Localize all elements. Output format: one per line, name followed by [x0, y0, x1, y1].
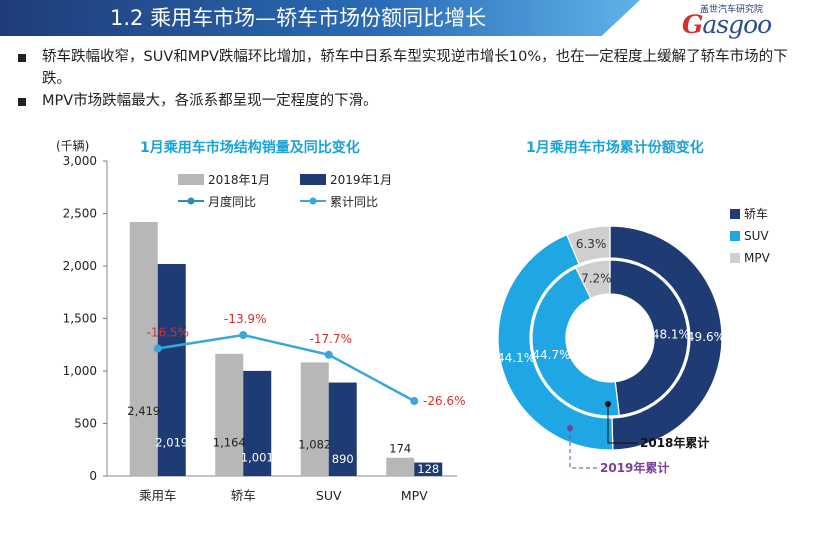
- yoy-point: [324, 350, 333, 359]
- logo-wordmark: Gasgoo: [682, 10, 772, 39]
- bullet-item: MPV市场跌幅最大，各派系都呈现一定程度的下滑。: [16, 90, 816, 112]
- y-tick-label: 500: [74, 417, 97, 431]
- inner-ring-slice: [609, 259, 689, 417]
- header: 1.2 乘用车市场—轿车市场份额同比增长 盖世汽车研究院 Gasgoo: [0, 0, 820, 40]
- legend-marker-cumulative: [309, 197, 317, 205]
- legend-label-2019: 2019年1月: [330, 173, 392, 187]
- y-tick-label: 2,500: [63, 207, 97, 221]
- bar-2019: [414, 462, 443, 476]
- bullet-square-icon: [18, 54, 26, 62]
- x-tick-label: 乘用车: [139, 488, 177, 503]
- page-title: 1.2 乘用车市场—轿车市场份额同比增长: [110, 6, 487, 30]
- bar-2019: [328, 382, 357, 476]
- outer-ring-slice: [497, 233, 614, 451]
- y-tick-label: 0: [89, 469, 97, 483]
- donut-chart-title: 1月乘用车市场累计份额变化: [526, 140, 704, 156]
- bar-2018-value-label: 174: [389, 442, 411, 456]
- legend-swatch-2018: [178, 174, 204, 185]
- bar-2018: [129, 222, 158, 476]
- ring-leader-2019: [569, 428, 598, 469]
- donut-pct-label: 7.2%: [581, 272, 612, 286]
- legend-label-2018: 2018年1月: [208, 173, 270, 187]
- donut-legend-swatch: [730, 231, 740, 241]
- yoy-point: [410, 397, 419, 406]
- outer-ring-slice: [609, 225, 723, 451]
- bar-2019-value-label: 2,019: [155, 435, 188, 449]
- yoy-pct-label: -17.7%: [310, 332, 352, 346]
- y-axis-unit-label: (千辆): [56, 139, 89, 153]
- donut-legend-swatch: [730, 209, 740, 219]
- outer-ring-slice: [566, 225, 611, 265]
- y-tick-label: 1,000: [63, 364, 97, 378]
- bar-chart: (千辆) 0 500 1,000 1,500 2,000 2,500 3,000 2,419 2,…: [56, 139, 465, 503]
- donut-chart: 48.1% 44.7% 7.2% 49.6% 44.1% 6.3% 2018年累计 2019年…: [497, 206, 771, 475]
- bar-2018-value-label: 1,082: [298, 438, 331, 452]
- donut-pct-label: 6.3%: [576, 237, 607, 251]
- y-tick-label: 1,500: [63, 312, 97, 326]
- gasgoo-logo: 盖世汽车研究院 Gasgoo: [670, 2, 815, 39]
- bar-2018-value-label: 1,164: [213, 436, 246, 450]
- inner-ring-slice: [531, 267, 620, 417]
- yoy-pct-label: -16.5%: [147, 326, 189, 340]
- donut-legend-label: MPV: [744, 251, 771, 265]
- yoy-point: [153, 344, 162, 353]
- bar-chart-title: 1月乘用车市场结构销量及同比变化: [140, 140, 360, 156]
- legend-label-cumulative: 累计同比: [330, 195, 378, 209]
- donut-legend-label: SUV: [744, 229, 769, 243]
- bar-2019: [157, 264, 186, 476]
- donut-legend-label: 轿车: [744, 206, 768, 221]
- bar-2019: [243, 370, 272, 476]
- bar-2018: [386, 457, 415, 476]
- legend-swatch-2019: [300, 174, 326, 185]
- legend-label-monthly: 月度同比: [208, 194, 256, 209]
- logo-tagline: 盖世汽车研究院: [700, 5, 764, 15]
- bar-2018: [215, 353, 244, 476]
- donut-pct-label: 44.7%: [532, 348, 570, 362]
- cumulative-yoy-line: [157, 333, 415, 403]
- bar-2019-value-label: 890: [332, 452, 354, 466]
- legend-marker-monthly: [187, 197, 195, 205]
- x-tick-label: 轿车: [231, 488, 256, 503]
- bar-2018: [300, 362, 329, 476]
- bar-2019-value-label: 128: [417, 462, 439, 476]
- yoy-pct-label: -13.9%: [224, 312, 266, 326]
- donut-pct-label: 48.1%: [652, 327, 690, 341]
- ring-label-2019: 2019年累计: [600, 460, 669, 475]
- bar-2018-value-label: 2,419: [127, 404, 160, 418]
- x-tick-label: MPV: [401, 488, 428, 503]
- donut-pct-label: 44.1%: [497, 351, 535, 365]
- y-tick-label: 2,000: [63, 259, 97, 273]
- x-tick-label: SUV: [316, 488, 342, 503]
- donut-legend-swatch: [730, 253, 740, 263]
- inner-ring-slice: [575, 259, 611, 300]
- yoy-point: [239, 331, 248, 339]
- bar-2019-value-label: 1,001: [241, 450, 274, 464]
- y-tick-label: 3,000: [63, 154, 97, 168]
- ring-label-2018: 2018年累计: [640, 435, 709, 450]
- ring-leader-2018: [607, 404, 638, 444]
- title-banner: [0, 0, 640, 36]
- bullet-item: 轿车跌幅收窄，SUV和MPV跌幅环比增加，轿车中日系车型实现逆市增长10%，也在…: [16, 46, 816, 90]
- donut-pct-label: 49.6%: [687, 330, 725, 344]
- bullet-square-icon: [18, 98, 26, 106]
- yoy-pct-label: -26.6%: [423, 394, 465, 408]
- bullet-list: 轿车跌幅收窄，SUV和MPV跌幅环比增加，轿车中日系车型实现逆市增长10%，也在…: [16, 46, 816, 112]
